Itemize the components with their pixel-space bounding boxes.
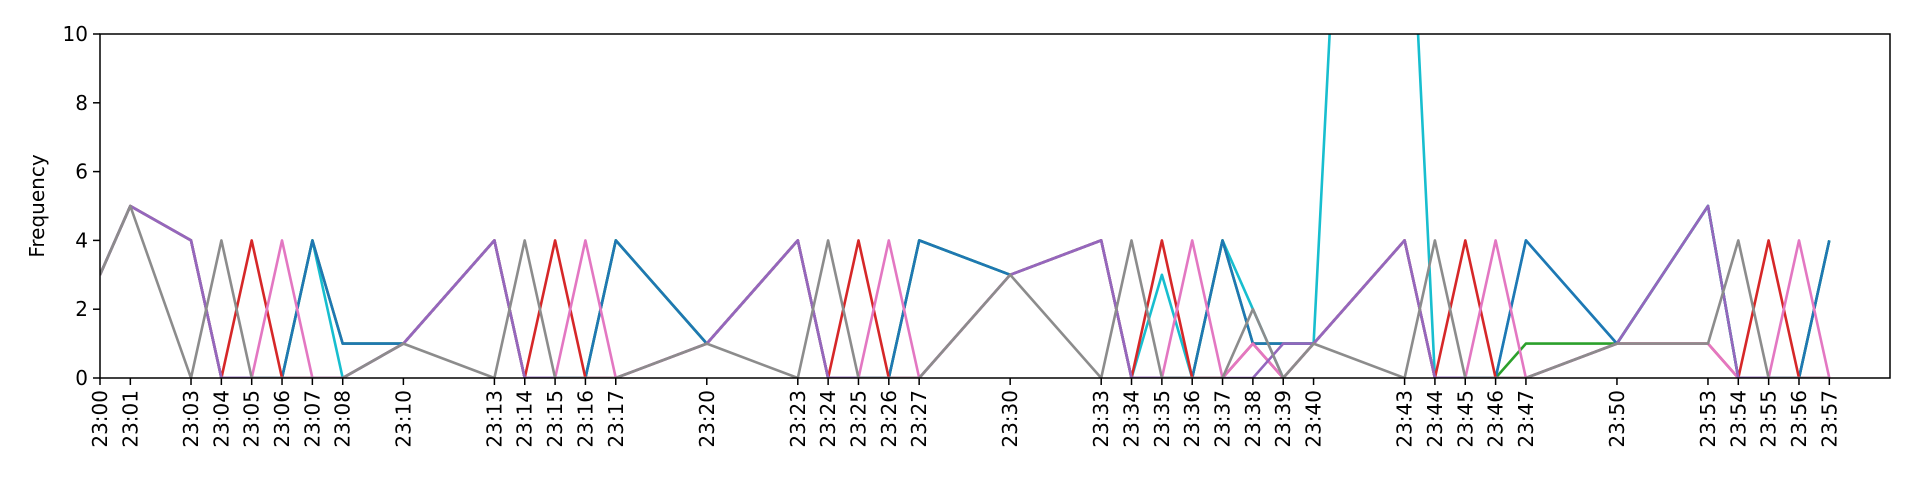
x-axis: 23:00 23:01 23:03 23:04 23:05 23:06 23:07 23:08… — [88, 378, 1841, 448]
x-tick-label: 23:13 — [482, 390, 506, 448]
x-tick-label: 23:40 — [1302, 390, 1326, 448]
x-tick-label: 23:46 — [1484, 390, 1508, 448]
y-tick-label: 6 — [75, 160, 88, 184]
y-tick-label: 4 — [75, 228, 88, 252]
y-axis-label: Frequency — [25, 154, 49, 257]
x-tick-label: 23:07 — [300, 390, 324, 448]
x-tick-label: 23:54 — [1726, 390, 1750, 448]
x-tick-label: 23:57 — [1817, 390, 1841, 448]
x-tick-label: 23:08 — [331, 390, 355, 448]
x-tick-label: 23:26 — [877, 390, 901, 448]
x-tick-label: 23:38 — [1241, 390, 1265, 448]
x-tick-label: 23:50 — [1605, 390, 1629, 448]
y-tick-label: 0 — [75, 366, 88, 390]
x-tick-label: 23:35 — [1150, 390, 1174, 448]
x-tick-label: 23:39 — [1271, 390, 1295, 448]
x-tick-label: 23:17 — [604, 390, 628, 448]
x-tick-label: 23:24 — [816, 390, 840, 448]
y-axis: 0 2 4 6 8 10 — [63, 22, 100, 390]
y-tick-label: 2 — [75, 297, 88, 321]
x-tick-label: 23:33 — [1089, 390, 1113, 448]
x-tick-label: 23:43 — [1393, 390, 1417, 448]
x-tick-label: 23:06 — [270, 390, 294, 448]
x-tick-label: 23:00 — [88, 390, 112, 448]
x-tick-label: 23:36 — [1180, 390, 1204, 448]
x-tick-label: 23:03 — [179, 390, 203, 448]
x-tick-label: 23:16 — [573, 390, 597, 448]
series-layer — [100, 34, 1831, 378]
x-tick-label: 23:05 — [240, 390, 264, 448]
x-tick-label: 23:10 — [391, 390, 415, 448]
x-tick-label: 23:45 — [1453, 390, 1477, 448]
x-tick-label: 23:20 — [695, 390, 719, 448]
x-tick-label: 23:01 — [118, 390, 142, 448]
x-tick-label: 23:56 — [1787, 390, 1811, 448]
x-tick-label: 23:53 — [1696, 390, 1720, 448]
x-tick-label: 23:44 — [1423, 390, 1447, 448]
x-tick-label: 23:15 — [543, 390, 567, 448]
x-tick-label: 23:04 — [209, 390, 233, 448]
y-tick-label: 10 — [63, 22, 88, 46]
plot-frame — [99, 33, 1891, 379]
x-tick-label: 23:14 — [513, 390, 537, 448]
x-tick-label: 23:27 — [907, 390, 931, 448]
x-tick-label: 23:30 — [998, 390, 1022, 448]
x-tick-label: 23:55 — [1757, 390, 1781, 448]
x-tick-label: 23:25 — [847, 390, 871, 448]
series-line-7 — [100, 204, 1830, 378]
x-tick-label: 23:23 — [786, 390, 810, 448]
x-tick-label: 23:37 — [1211, 390, 1235, 448]
x-tick-label: 23:47 — [1514, 390, 1538, 448]
x-tick-label: 23:34 — [1120, 390, 1144, 448]
y-tick-label: 8 — [75, 91, 88, 115]
